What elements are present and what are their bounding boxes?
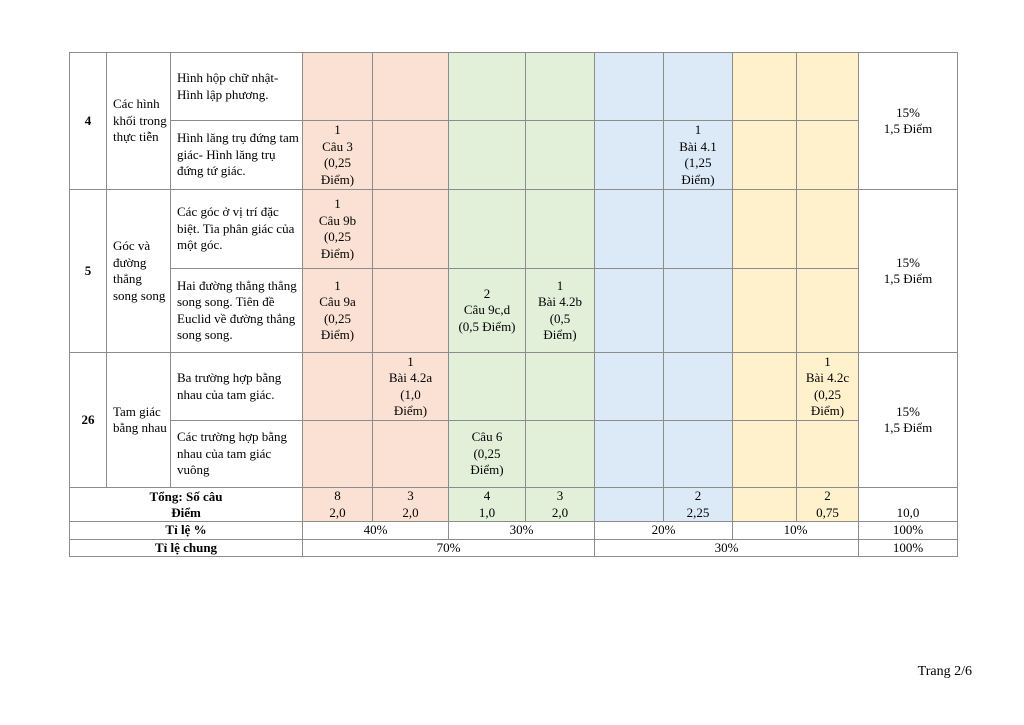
chapter-name: Góc và đường thẳng song song xyxy=(106,189,171,353)
cell-th-tl xyxy=(525,189,595,269)
total-vd-tl: 2 2,25 xyxy=(663,487,733,522)
cell-vdc-tn xyxy=(732,420,797,488)
table-row: 5 Góc và đường thẳng song song Các góc ở… xyxy=(69,189,958,353)
cell-nb-tl xyxy=(372,52,449,121)
cell-th-tl xyxy=(525,52,595,121)
cell-vdc-tn xyxy=(732,52,797,121)
cell-vd-tn xyxy=(594,52,664,121)
cell-vdc-tl xyxy=(796,52,859,121)
cell-vdc-tl: 1 Bài 4.2c (0,25 Điểm) xyxy=(796,352,859,421)
ratio-row: Tỉ lệ % 40% 30% 20% 10% 100% xyxy=(69,521,958,540)
table-row: Hình lăng trụ đứng tam giác- Hình lăng t… xyxy=(70,120,958,190)
cell-nb-tl xyxy=(372,420,449,488)
ratio-total: 100% xyxy=(858,521,958,540)
cell-th-tn xyxy=(448,120,526,190)
percent-cell: 15% 1,5 Điểm xyxy=(858,189,958,353)
table-row: 26 Tam giác bằng nhau Ba trường hợp bằng… xyxy=(69,352,958,488)
topic-cell: Hình hộp chữ nhật- Hình lập phương. xyxy=(170,52,303,121)
ratio-label: Tỉ lệ % xyxy=(69,521,303,540)
cell-vd-tn xyxy=(594,189,664,269)
cell-th-tn xyxy=(448,352,526,421)
total-nb-tn: 8 2,0 xyxy=(302,487,373,522)
topic-cell: Các trường hợp bằng nhau của tam giác vu… xyxy=(170,420,303,488)
cell-nb-tl xyxy=(372,268,449,353)
common-ratio-row: Tỉ lệ chung 70% 30% 100% xyxy=(69,538,958,557)
cell-vd-tn xyxy=(594,268,664,353)
cell-nb-tn: 1 Câu 9b (0,25 Điểm) xyxy=(302,189,373,269)
common-ratio-b: 30% xyxy=(594,538,859,557)
ratio-nb: 40% xyxy=(302,521,449,540)
cell-vdc-tn xyxy=(732,352,797,421)
topic-cell: Hình lăng trụ đứng tam giác- Hình lăng t… xyxy=(170,120,303,190)
ratio-vd: 20% xyxy=(594,521,733,540)
total-th-tn: 4 1,0 xyxy=(448,487,526,522)
cell-th-tn xyxy=(448,52,526,121)
total-th-tl: 3 2,0 xyxy=(525,487,595,522)
cell-vdc-tn xyxy=(732,120,797,190)
cell-nb-tn: 1 Câu 9a (0,25 Điểm) xyxy=(302,268,373,353)
cell-vdc-tl xyxy=(796,120,859,190)
table-row: 4 Các hình khối trong thực tiễn Hình hộp… xyxy=(69,52,958,190)
totals-label: Tổng: Số câu Điểm xyxy=(69,487,303,522)
common-ratio-label: Tỉ lệ chung xyxy=(69,538,303,557)
total-points: 10,0 xyxy=(858,487,958,522)
cell-th-tl xyxy=(525,352,595,421)
table-row: Hai đường thẳng thẳng song song. Tiên đề… xyxy=(70,268,958,353)
cell-vd-tn xyxy=(594,420,664,488)
row-number: 26 xyxy=(69,352,107,488)
cell-vdc-tl xyxy=(796,420,859,488)
cell-th-tl xyxy=(525,420,595,488)
cell-nb-tn xyxy=(302,420,373,488)
cell-nb-tn xyxy=(302,52,373,121)
table-row: Các trường hợp bằng nhau của tam giác vu… xyxy=(70,420,958,488)
total-vdc-tl: 2 0,75 xyxy=(796,487,859,522)
topic-cell: Ba trường hợp bằng nhau của tam giác. xyxy=(170,352,303,421)
cell-vd-tl xyxy=(663,268,733,353)
total-vdc-tn xyxy=(732,487,797,522)
cell-nb-tl xyxy=(372,189,449,269)
assessment-matrix-table: 4 Các hình khối trong thực tiễn Hình hộp… xyxy=(69,52,958,557)
page-number: Trang 2/6 xyxy=(917,664,972,679)
row-number: 5 xyxy=(69,189,107,353)
cell-th-tl: 1 Bài 4.2b (0,5 Điểm) xyxy=(525,268,595,353)
topic-cell: Hai đường thẳng thẳng song song. Tiên đề… xyxy=(170,268,303,353)
cell-vdc-tl xyxy=(796,268,859,353)
cell-nb-tn: 1 Câu 3 (0,25 Điểm) xyxy=(302,120,373,190)
common-ratio-total: 100% xyxy=(858,538,958,557)
cell-vdc-tn xyxy=(732,189,797,269)
ratio-th: 30% xyxy=(448,521,595,540)
cell-vd-tl: 1 Bài 4.1 (1,25 Điểm) xyxy=(663,120,733,190)
totals-row: Tổng: Số câu Điểm 8 2,0 3 2,0 4 1,0 3 2,… xyxy=(69,487,958,522)
cell-vd-tn xyxy=(594,352,664,421)
cell-nb-tl: 1 Bài 4.2a (1,0 Điểm) xyxy=(372,352,449,421)
cell-th-tn xyxy=(448,189,526,269)
cell-vd-tn xyxy=(594,120,664,190)
total-nb-tl: 3 2,0 xyxy=(372,487,449,522)
cell-th-tn: 2 Câu 9c,d (0,5 Điểm) xyxy=(448,268,526,353)
chapter-name: Các hình khối trong thực tiễn xyxy=(106,52,171,190)
cell-th-tn: Câu 6 (0,25 Điểm) xyxy=(448,420,526,488)
percent-cell: 15% 1,5 Điểm xyxy=(858,352,958,488)
cell-vdc-tl xyxy=(796,189,859,269)
ratio-vdc: 10% xyxy=(732,521,859,540)
common-ratio-a: 70% xyxy=(302,538,595,557)
cell-th-tl xyxy=(525,120,595,190)
cell-vd-tl xyxy=(663,420,733,488)
row-number: 4 xyxy=(69,52,107,190)
chapter-name: Tam giác bằng nhau xyxy=(106,352,171,488)
percent-cell: 15% 1,5 Điểm xyxy=(858,52,958,190)
topic-cell: Các góc ở vị trí đặc biệt. Tia phân giác… xyxy=(170,189,303,269)
cell-nb-tl xyxy=(372,120,449,190)
total-vd-tn xyxy=(594,487,664,522)
cell-vdc-tn xyxy=(732,268,797,353)
cell-nb-tn xyxy=(302,352,373,421)
cell-vd-tl xyxy=(663,189,733,269)
cell-vd-tl xyxy=(663,352,733,421)
cell-vd-tl xyxy=(663,52,733,121)
